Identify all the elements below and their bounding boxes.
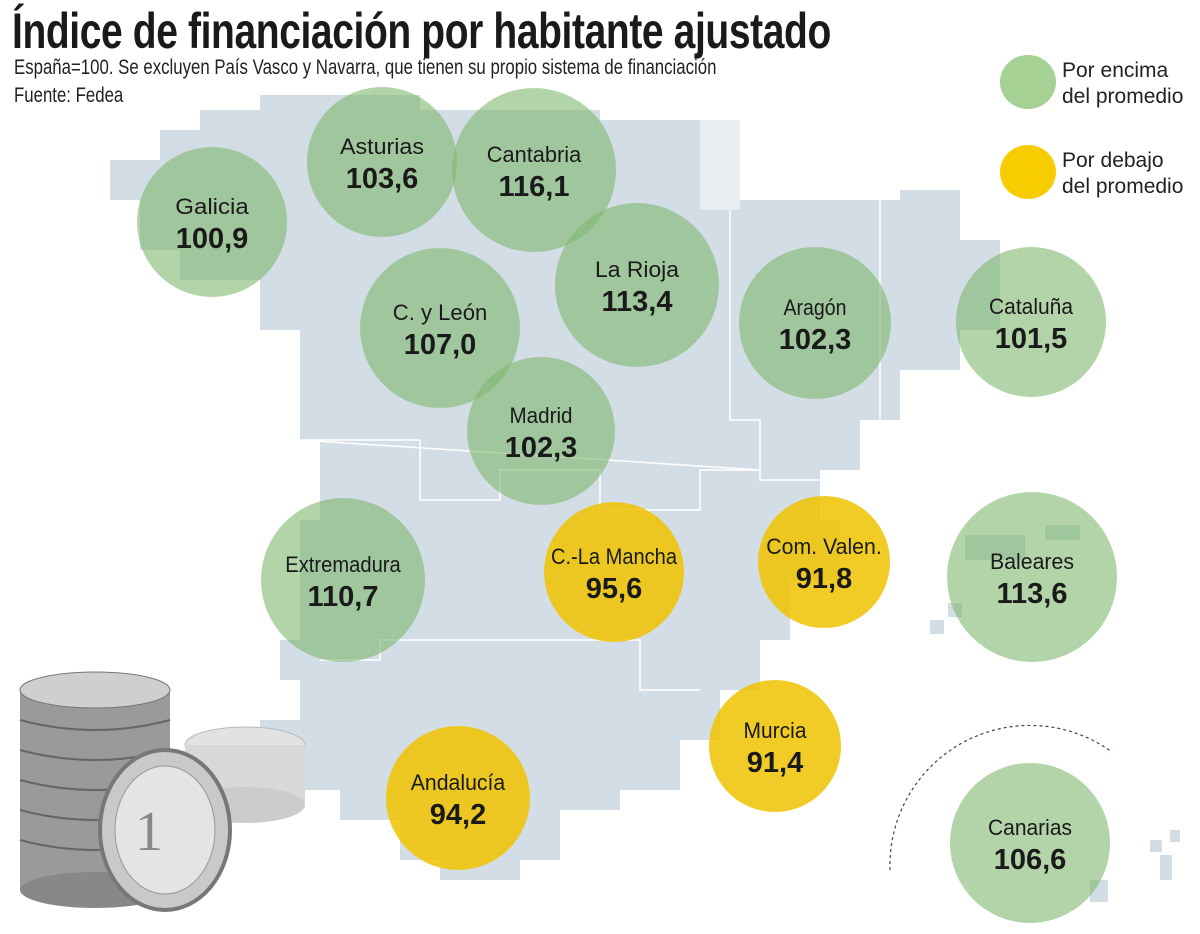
region-bubble-cantabria: Cantabria 116,1 <box>452 88 616 252</box>
region-bubble-catalu-a: Cataluña 101,5 <box>956 247 1106 397</box>
legend-above-line2: del promedio <box>1062 85 1183 108</box>
region-name: Com. Valen. <box>766 534 882 559</box>
region-circle <box>452 88 616 252</box>
region-circle <box>758 496 890 628</box>
region-value: 107,0 <box>404 329 477 361</box>
region-circle <box>956 247 1106 397</box>
region-value: 100,9 <box>176 223 249 255</box>
region-circle <box>261 498 425 662</box>
region-bubble-arag-n: Aragón 102,3 <box>739 247 891 399</box>
legend-below-line2: del promedio <box>1062 175 1183 198</box>
region-name: Andalucía <box>411 770 506 795</box>
region-value: 91,8 <box>796 563 852 595</box>
region-value: 110,7 <box>308 581 379 613</box>
region-circle <box>947 492 1117 662</box>
region-circle <box>307 87 457 237</box>
region-bubble-murcia: Murcia 91,4 <box>709 680 841 812</box>
region-bubble-madrid: Madrid 102,3 <box>467 357 615 505</box>
region-circle <box>950 763 1110 923</box>
region-bubble-c-la-mancha: C.-La Mancha 95,6 <box>544 502 684 642</box>
legend: Por encima del promedio Por debajo del p… <box>1000 55 1183 199</box>
region-circle <box>467 357 615 505</box>
region-circle <box>386 726 530 870</box>
region-value: 103,6 <box>346 163 419 195</box>
region-name: La Rioja <box>595 257 680 282</box>
euro-coins-illustration: 1 <box>19 671 306 912</box>
legend-below-swatch <box>1000 145 1056 199</box>
region-value: 106,6 <box>994 844 1067 876</box>
region-bubble-baleares: Baleares 113,6 <box>947 492 1117 662</box>
region-circle <box>709 680 841 812</box>
region-name: Canarias <box>988 815 1072 840</box>
region-name: Aragón <box>784 295 847 320</box>
region-name: Cataluña <box>989 294 1074 319</box>
region-circle <box>544 502 684 642</box>
region-value: 116,1 <box>499 171 570 203</box>
region-bubble-andaluc-a: Andalucía 94,2 <box>386 726 530 870</box>
region-circle <box>555 203 719 367</box>
legend-above-swatch <box>1000 55 1056 109</box>
basque-navarra-area <box>700 120 740 210</box>
region-bubble-la-rioja: La Rioja 113,4 <box>555 203 719 367</box>
source: Fuente: Fedea <box>14 84 124 107</box>
region-value: 102,3 <box>505 432 578 464</box>
region-value: 91,4 <box>747 747 803 779</box>
region-name: Murcia <box>744 718 808 743</box>
region-name: C.-La Mancha <box>551 544 678 569</box>
region-bubble-c-y-le-n: C. y León 107,0 <box>360 248 520 408</box>
region-bubble-com-valen-: Com. Valen. 91,8 <box>758 496 890 628</box>
region-value: 102,3 <box>779 324 852 356</box>
region-bubble-asturias: Asturias 103,6 <box>307 87 457 237</box>
region-circle <box>137 147 287 297</box>
region-border <box>729 200 820 481</box>
region-bubble-canarias: Canarias 106,6 <box>950 763 1110 923</box>
coin-digit: 1 <box>135 801 163 863</box>
region-bubble-galicia: Galicia 100,9 <box>137 147 287 297</box>
region-bubble-extremadura: Extremadura 110,7 <box>261 498 425 662</box>
region-name: Madrid <box>510 403 573 428</box>
region-name: Baleares <box>990 549 1074 574</box>
region-value: 113,4 <box>602 286 673 318</box>
region-circle <box>739 247 891 399</box>
page-title: Índice de financiación por habitante aju… <box>12 3 831 59</box>
region-value: 113,6 <box>997 578 1068 610</box>
region-value: 95,6 <box>586 573 642 605</box>
legend-below-line1: Por debajo <box>1062 149 1164 172</box>
canarias-inset-arc <box>889 724 1113 871</box>
region-name: C. y León <box>393 300 488 325</box>
region-circle <box>360 248 520 408</box>
region-name: Galicia <box>175 194 249 219</box>
region-name: Extremadura <box>285 552 401 577</box>
region-border <box>320 639 700 691</box>
region-value: 101,5 <box>995 323 1068 355</box>
legend-above-line1: Por encima <box>1062 59 1169 82</box>
region-value: 94,2 <box>430 799 486 831</box>
region-name: Asturias <box>340 134 424 159</box>
region-name: Cantabria <box>487 142 582 167</box>
subtitle: España=100. Se excluyen País Vasco y Nav… <box>14 56 717 79</box>
